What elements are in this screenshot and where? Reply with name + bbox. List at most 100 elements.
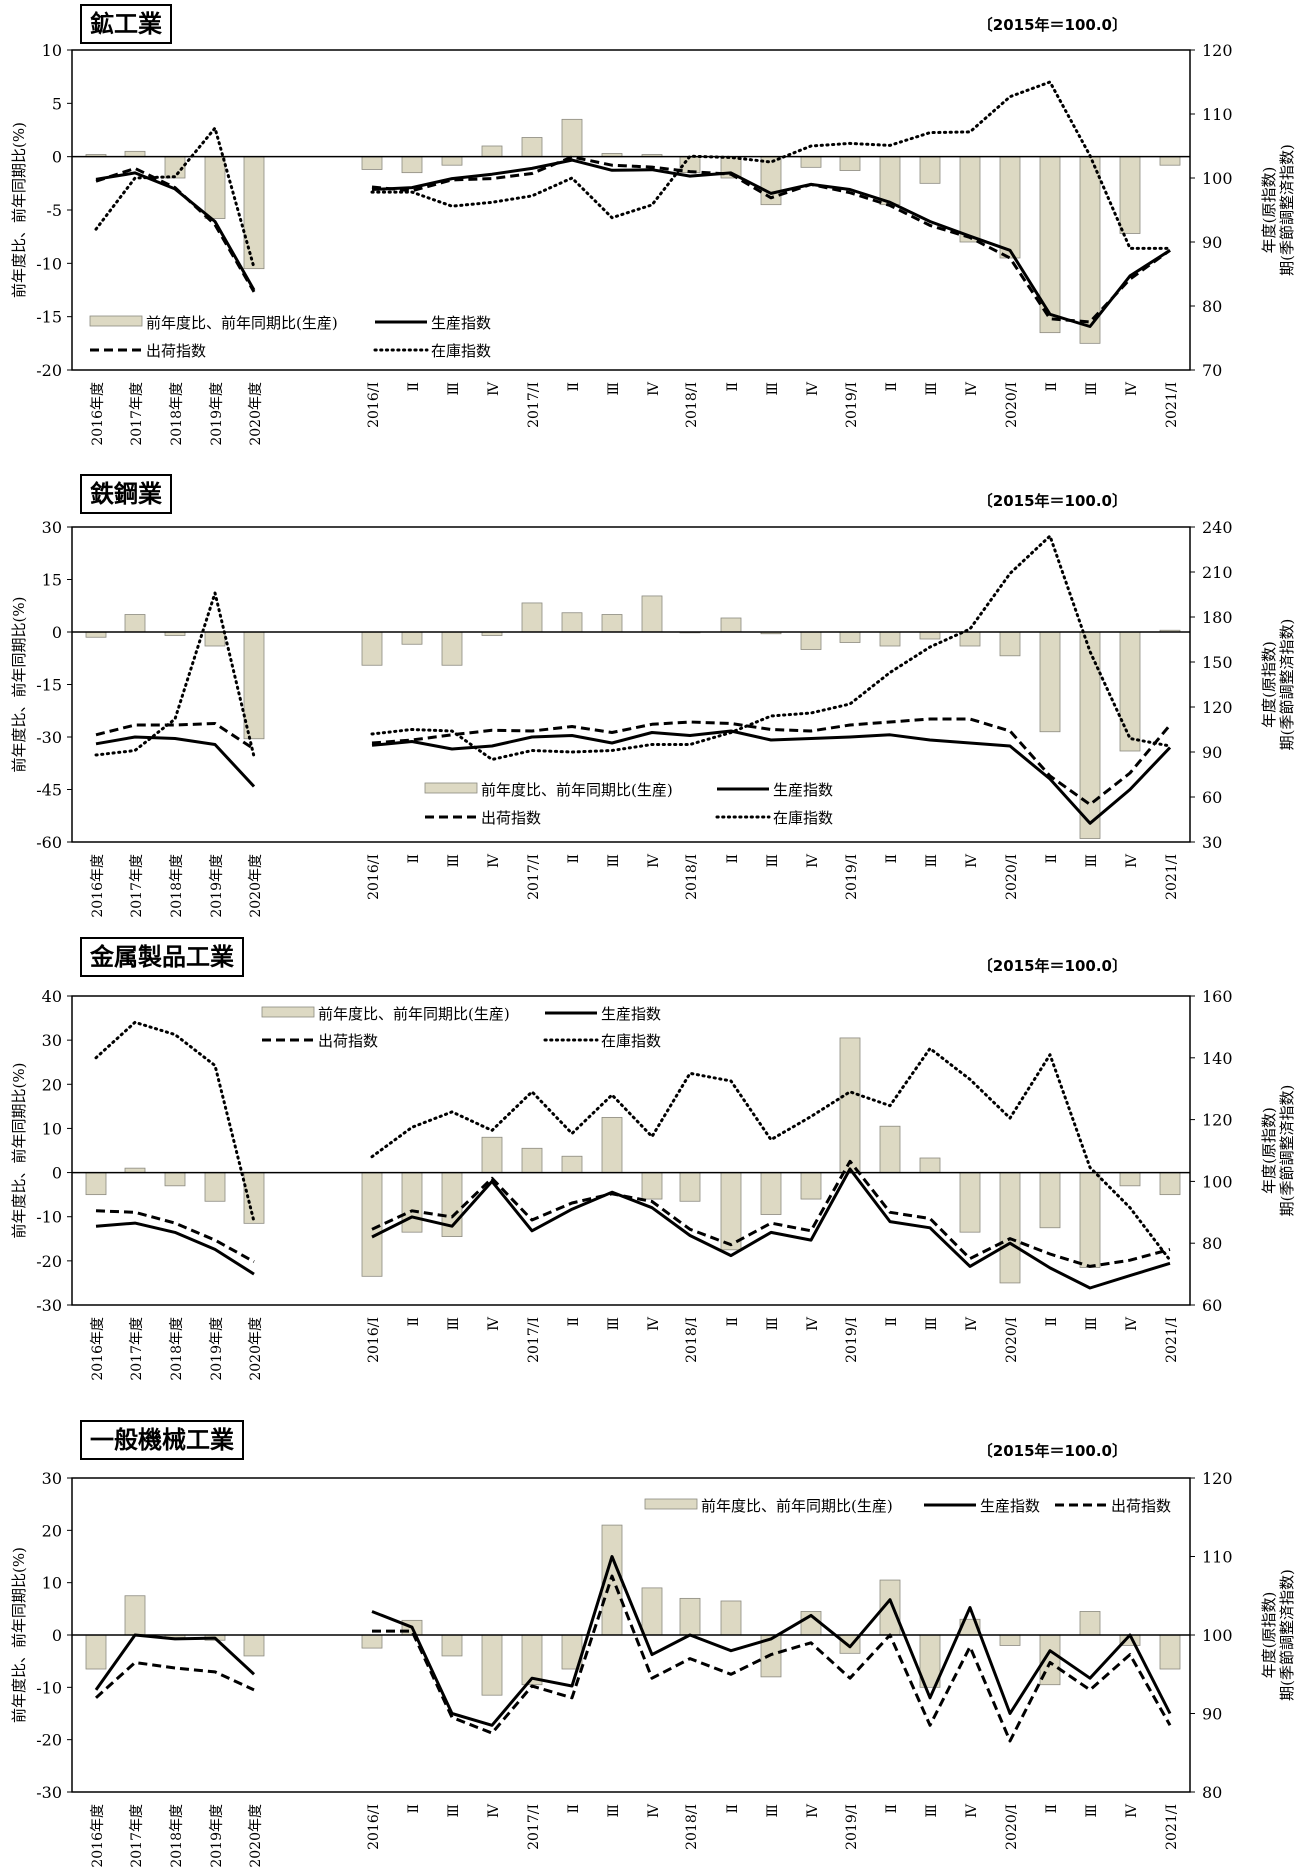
right-axis-tick-label: 140: [1202, 1049, 1233, 1068]
right-axis-tick-label: 100: [1202, 1172, 1233, 1191]
chart-title: 鉄鋼業: [80, 474, 172, 514]
bar: [481, 1634, 503, 1696]
left-axis-tick-label: -45: [36, 781, 62, 800]
legend-inventory-label: 在庫指数: [773, 809, 833, 827]
x-tick-label: Ⅲ: [1084, 854, 1100, 868]
x-tick-label: Ⅳ: [964, 381, 980, 396]
x-tick-label: Ⅳ: [964, 853, 980, 868]
x-tick-label: Ⅳ: [646, 853, 662, 868]
chart-title: 金属製品工業: [80, 937, 244, 977]
bar: [85, 1634, 107, 1670]
x-tick-label: Ⅲ: [1084, 382, 1100, 396]
legend-production-label: 生産指数: [773, 781, 833, 799]
x-tick-label: Ⅳ: [486, 1316, 502, 1331]
bar: [164, 1172, 186, 1187]
bar: [521, 137, 543, 158]
bar: [521, 1147, 543, 1173]
bar: [124, 614, 146, 633]
x-tick-label: Ⅲ: [924, 854, 940, 868]
left-axis-tick-label: -10: [36, 254, 62, 273]
x-tick-label: 2018/Ⅰ: [684, 854, 700, 900]
x-tick-label: Ⅳ: [964, 1803, 980, 1818]
legend-bar-swatch: [261, 1006, 315, 1018]
x-tick-label: 2021/Ⅰ: [1164, 854, 1180, 900]
shipment-line: [94, 1661, 255, 1699]
production-line: [94, 1633, 256, 1691]
x-tick-label: Ⅳ: [1124, 381, 1140, 396]
x-tick-label: Ⅳ: [1124, 1803, 1140, 1818]
right-axis-tick-label: 210: [1202, 563, 1233, 582]
right-axis-tick-label: 120: [1202, 1469, 1233, 1488]
x-tick-label: 2019/Ⅰ: [844, 382, 860, 428]
base-year-label: 〔2015年＝100.0〕: [977, 16, 1127, 34]
x-tick-label: Ⅲ: [924, 382, 940, 396]
bar: [800, 156, 822, 168]
right-axis-tick-label: 240: [1202, 518, 1233, 537]
x-tick-label: 2021/Ⅰ: [1164, 1317, 1180, 1363]
bar: [919, 1157, 941, 1173]
chart-svg-steel: 30150-15-30-45-60240210180150120906030前年…: [10, 518, 1296, 918]
right-axis-tick-label: 90: [1202, 743, 1222, 762]
legend-bar-swatch: [89, 315, 143, 327]
bar: [800, 631, 822, 650]
x-tick-label: Ⅱ: [566, 1317, 582, 1327]
right-axis-tick-label: 90: [1202, 233, 1222, 252]
x-tick-label: 2020年度: [248, 854, 264, 918]
left-axis-tick-label: -15: [36, 308, 62, 327]
chart-panel-metal-products: 40 30 20 10 0 -10 -20 -30 160 140 120 100 80 60 前年度比、前…: [0, 933, 1297, 1388]
x-tick-label: Ⅱ: [406, 382, 422, 392]
x-tick-label: Ⅱ: [566, 854, 582, 864]
bar: [204, 631, 226, 647]
left-axis-tick-label: -20: [36, 361, 62, 380]
bar: [124, 1595, 146, 1636]
right-axis-title: 期(季節調整済指数): [1278, 619, 1296, 751]
left-axis-tick-label: 30: [42, 1469, 62, 1488]
chart-svg-general-machinery: 3020100-10-20-301201101009080前年度比、前年同期比(…: [10, 1469, 1296, 1868]
bar: [441, 631, 463, 666]
x-tick-label: 2019年度: [209, 382, 225, 446]
x-tick-label: Ⅳ: [486, 853, 502, 868]
inventory-line: [94, 591, 256, 758]
bar: [1079, 1172, 1101, 1268]
x-tick-label: 2016年度: [90, 1804, 106, 1868]
bar: [1159, 1172, 1181, 1196]
x-tick-label: Ⅲ: [924, 1317, 940, 1331]
x-tick-label: Ⅲ: [765, 382, 781, 396]
chart-svg-metal-products: 403020100-10-20-301601401201008060前年度比、前…: [10, 987, 1296, 1381]
base-year-label: 〔2015年＝100.0〕: [977, 1442, 1127, 1460]
left-axis-tick-label: 20: [42, 1075, 62, 1094]
left-axis-title: 前年度比、前年同期比(%): [10, 122, 28, 298]
bar: [481, 145, 503, 158]
bar: [879, 1125, 901, 1173]
production-line: [371, 1555, 1172, 1727]
x-tick-label: Ⅳ: [805, 381, 821, 396]
shipment-line: [371, 717, 1172, 806]
x-tick-label: 2020/Ⅰ: [1004, 854, 1020, 900]
x-tick-label: Ⅲ: [765, 854, 781, 868]
x-tick-label: Ⅲ: [1084, 1804, 1100, 1818]
bar: [204, 1172, 226, 1202]
production-line: [95, 735, 256, 788]
x-tick-label: Ⅱ: [725, 382, 741, 392]
bar: [1079, 631, 1101, 839]
x-tick-label: Ⅱ: [566, 382, 582, 392]
left-axis-tick-label: 30: [42, 1031, 62, 1050]
x-tick-label: 2018年度: [169, 854, 185, 918]
left-axis-tick-label: 10: [42, 1574, 62, 1593]
x-tick-label: Ⅳ: [646, 1803, 662, 1818]
x-tick-label: Ⅳ: [646, 381, 662, 396]
right-axis-tick-label: 120: [1202, 698, 1233, 717]
legend-shipment-label: 出荷指数: [1111, 1497, 1171, 1515]
legend-production-label: 生産指数: [431, 314, 491, 332]
left-axis-tick-label: 20: [42, 1521, 62, 1540]
bar: [1039, 156, 1061, 334]
x-tick-label: 2019/Ⅰ: [844, 854, 860, 900]
x-tick-label: 2017年度: [129, 382, 145, 446]
right-axis-tick-label: 160: [1202, 987, 1233, 1006]
bar: [361, 1634, 383, 1649]
x-tick-label: 2017/Ⅰ: [526, 1317, 542, 1363]
x-tick-label: 2018/Ⅰ: [684, 1804, 700, 1850]
x-tick-label: 2017/Ⅰ: [526, 1804, 542, 1850]
bar: [204, 156, 226, 219]
x-tick-label: Ⅳ: [486, 381, 502, 396]
